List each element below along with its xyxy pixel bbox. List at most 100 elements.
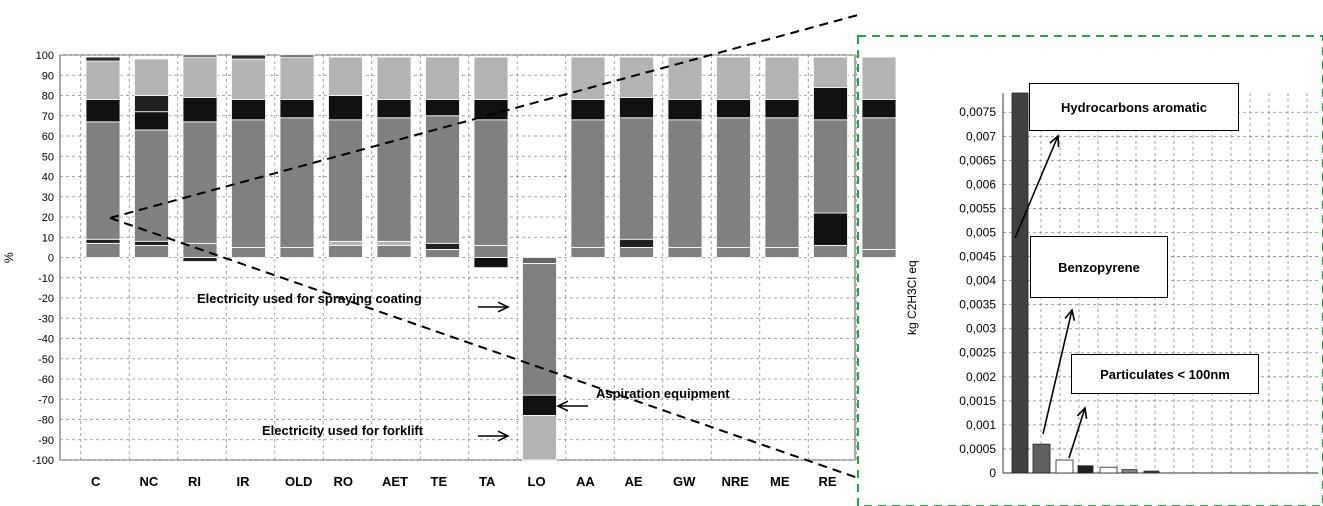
annotation-spraying-coating: Electricity used for spraying coating [197, 291, 422, 306]
arrow-particulates [1068, 407, 1086, 459]
left-bar-segment [716, 56, 751, 100]
left-y-tick-label: -50 [38, 354, 54, 366]
left-bar-segment [182, 121, 218, 244]
right-bar [1121, 469, 1138, 474]
left-x-tick-label: C [91, 474, 101, 489]
right-y-tick-label: 0,001 [966, 418, 996, 432]
left-x-tick-label: AA [576, 474, 595, 489]
left-bar-segment [861, 117, 897, 250]
left-bar-segment [667, 119, 703, 248]
left-bar-segment [667, 99, 703, 121]
left-x-tick-label: LO [528, 474, 546, 489]
right-bar [1032, 443, 1051, 474]
left-bar-segment [134, 240, 169, 246]
left-y-tick-label: 40 [42, 172, 54, 184]
left-y-tick-label: -10 [38, 273, 54, 285]
left-bar-segment [619, 246, 654, 258]
right-y-tick-label: 0,006 [966, 177, 996, 191]
arrow-benzopyrene [1042, 309, 1073, 435]
right-y-tick-label: 0 [989, 466, 996, 480]
left-bar-segment [570, 56, 606, 100]
right-bar [1055, 459, 1074, 474]
zoom-line-upper [109, 14, 859, 219]
left-x-tick-label: AET [382, 474, 408, 489]
right-y-tick-label: 0,0025 [959, 346, 996, 360]
left-bar-segment [328, 56, 363, 96]
left-bar-segment [716, 99, 751, 119]
left-bar-segment [473, 119, 509, 246]
left-bar-segment [619, 97, 654, 119]
arrow-benzopyrene-head [1064, 308, 1076, 321]
right-bar [1011, 92, 1029, 474]
left-bar-segment [522, 415, 557, 461]
left-x-tick-label: NRE [722, 474, 750, 489]
left-bar-segment [134, 244, 169, 258]
left-bar-segment [376, 117, 412, 242]
left-bar-segment [134, 111, 169, 131]
left-bar-segment [813, 119, 848, 214]
left-bar-segment [570, 246, 606, 258]
left-bar-segment [85, 56, 121, 62]
left-y-tick-label: 70 [42, 111, 54, 123]
left-y-tick-label: -80 [38, 415, 54, 427]
left-y-tick-label: 30 [42, 192, 54, 204]
label-particulates: Particulates < 100nm [1071, 354, 1259, 394]
right-bar [1099, 466, 1118, 474]
left-bar-segment [425, 56, 460, 100]
left-bar-segment [231, 119, 266, 248]
left-bar-segment [522, 394, 557, 416]
left-stacked-bar-chart: 1009080706050403020100-10-20-30-40-50-60… [32, 50, 897, 489]
left-bar-segment [570, 99, 606, 121]
left-bar-segment [425, 99, 460, 117]
left-bar-segment [376, 99, 412, 119]
left-y-tick-label: 60 [42, 131, 54, 143]
left-bar-segment [134, 58, 169, 96]
left-bar-segment [85, 242, 121, 258]
right-y-tick-label: 0,007 [966, 129, 996, 143]
arrow-forklift-head [497, 430, 510, 442]
left-bar-segment [764, 246, 800, 258]
left-bar-segment [813, 87, 848, 121]
right-y-tick-label: 0,002 [966, 370, 996, 384]
left-bar-segment [279, 246, 315, 258]
right-y-tick-label: 0,005 [966, 225, 996, 239]
left-bar-segment [279, 99, 315, 119]
left-bar-segment [85, 60, 121, 100]
left-y-tick-label: -40 [38, 334, 54, 346]
left-x-tick-label: NC [140, 474, 159, 489]
left-bar-segment [328, 95, 363, 121]
left-y-tick-label: 50 [42, 151, 54, 163]
left-bar-segment [716, 246, 751, 258]
left-bar-segment [473, 56, 509, 100]
left-x-tick-label: TA [479, 474, 496, 489]
left-bar-segment [667, 246, 703, 258]
left-bar-segment [425, 248, 460, 258]
left-bar-segment [861, 99, 897, 119]
left-bar-segment [134, 129, 169, 242]
arrow-spraying-coating-head [497, 301, 510, 313]
right-y-tick-label: 0,003 [966, 322, 996, 336]
right-y-tick-label: 0,0005 [959, 442, 996, 456]
left-y-tick-label: 80 [42, 91, 54, 103]
right-y-tick-label: 0,0065 [959, 153, 996, 167]
arrow-particulates-head [1076, 406, 1088, 420]
left-bar-segment [861, 248, 897, 258]
left-y-axis-label: % [2, 252, 16, 263]
left-bar-segment [182, 257, 218, 262]
left-bar-segment [425, 242, 460, 250]
left-x-tick-label: GW [673, 474, 696, 489]
arrow-aspiration-equipment-head [556, 400, 569, 412]
left-bar-segment [473, 99, 509, 121]
left-bar-segment [764, 99, 800, 119]
left-bar-segment [328, 240, 363, 246]
left-bar-segment [85, 99, 121, 123]
left-bar-segment [85, 121, 121, 240]
left-bar-segment [667, 56, 703, 100]
left-x-tick-label: RO [334, 474, 354, 489]
left-y-tick-label: -20 [38, 293, 54, 305]
right-y-tick-label: 0,0045 [959, 250, 996, 264]
left-y-tick-label: 100 [36, 50, 54, 62]
left-bar-segment [570, 119, 606, 248]
left-bar-segment [813, 212, 848, 246]
